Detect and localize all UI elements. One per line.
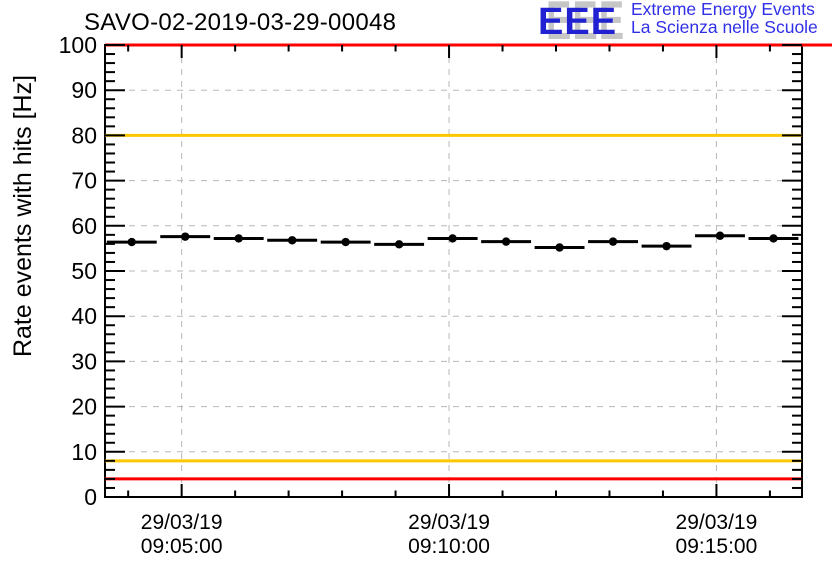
x-tick-label-time: 09:10:00 bbox=[408, 535, 490, 558]
y-tick-label: 10 bbox=[71, 439, 97, 465]
data-point-marker bbox=[127, 237, 136, 247]
eee-logo-caption-line1: Extreme Energy Events bbox=[631, 0, 815, 19]
x-tick-label-date: 29/03/19 bbox=[676, 511, 758, 534]
eee-logo-acronym: EEE bbox=[538, 1, 618, 43]
chart-title: SAVO-02-2019-03-29-00048 bbox=[84, 9, 397, 36]
data-point-marker bbox=[555, 243, 564, 252]
eee-logo-shadow-text: EEE bbox=[546, 0, 626, 53]
y-tick-label: 60 bbox=[71, 213, 97, 239]
data-point-marker bbox=[181, 232, 190, 241]
y-tick-label: 20 bbox=[71, 394, 97, 420]
eee-logo-caption: Extreme Energy Events La Scienza nelle S… bbox=[631, 0, 818, 37]
data-point-marker bbox=[715, 231, 725, 240]
data-point-marker bbox=[662, 241, 671, 251]
y-tick-label: 0 bbox=[84, 484, 97, 510]
data-point-marker bbox=[287, 236, 297, 245]
x-tick-label-time: 09:05:00 bbox=[141, 535, 223, 558]
y-tick-label: 40 bbox=[71, 303, 97, 329]
y-tick-label: 80 bbox=[71, 122, 97, 148]
y-tick-label: 90 bbox=[71, 77, 97, 103]
y-tick-label: 30 bbox=[71, 348, 97, 374]
data-point-marker bbox=[501, 237, 511, 246]
x-tick-label-date: 29/03/19 bbox=[408, 511, 490, 534]
eee-logo: EEE EEE Extreme Energy Events La Scienza… bbox=[538, 0, 836, 53]
x-tick-label-time: 09:15:00 bbox=[676, 535, 758, 558]
x-tick-label-date: 29/03/19 bbox=[141, 511, 223, 534]
y-tick-label: 100 bbox=[59, 32, 97, 58]
eee-logo-caption-line2: La Scienza nelle Scuole bbox=[631, 16, 818, 37]
y-tick-label: 70 bbox=[71, 168, 97, 194]
data-point-marker bbox=[234, 234, 243, 243]
data-point-marker bbox=[608, 237, 618, 246]
data-point-marker bbox=[769, 234, 778, 243]
data-point-marker bbox=[394, 240, 404, 249]
data-point-marker bbox=[448, 234, 457, 243]
y-tick-label: 50 bbox=[71, 258, 97, 284]
data-point-marker bbox=[341, 237, 350, 247]
